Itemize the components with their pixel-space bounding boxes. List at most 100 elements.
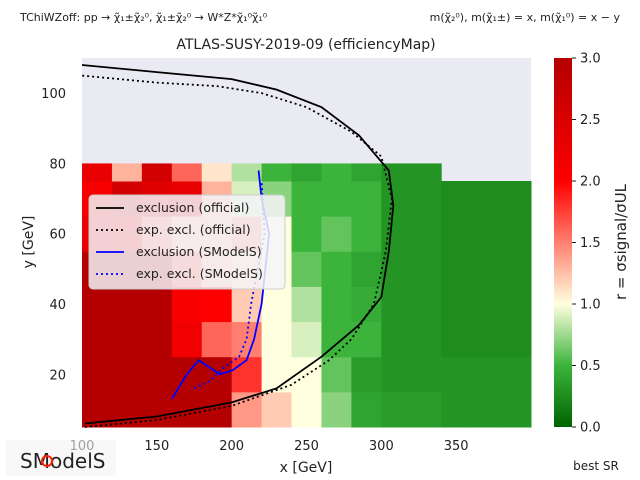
heatmap-cell: [351, 251, 382, 287]
heatmap-cell: [231, 163, 263, 182]
heatmap-cell: [411, 216, 442, 252]
contour-exp-excl-official: [81, 74, 393, 428]
x-tick-label: 150: [144, 439, 169, 454]
heatmap-cell: [231, 286, 263, 323]
heatmap-cell: [261, 391, 293, 428]
heatmap-cell: [111, 356, 143, 393]
heatmap-cell: [141, 286, 173, 323]
heatmap-cell: [141, 391, 173, 428]
y-tick-label: 80: [49, 157, 66, 172]
heatmap-cell: [261, 321, 293, 358]
heatmap-cell: [291, 216, 322, 252]
svg-text:exclusion (official): exclusion (official): [136, 200, 249, 215]
colorbar-tick-label: 2.5: [580, 113, 601, 128]
x-tick-label: 200: [219, 439, 244, 454]
heatmap-cell: [471, 181, 502, 217]
heatmap-cell: [321, 181, 352, 217]
heatmap-cell: [501, 391, 532, 428]
svg-text:exp. excl. (official): exp. excl. (official): [136, 222, 251, 237]
y-tick-label: 20: [49, 368, 66, 383]
heatmap-cell: [291, 286, 322, 323]
heatmap-cell: [441, 181, 472, 217]
footer-best-sr: best SR: [573, 459, 619, 473]
y-axis-ticks: 20 40 60 80 100: [41, 87, 66, 383]
colorbar-tick-label: 0.5: [580, 359, 601, 374]
heatmap-cell: [171, 321, 203, 358]
chart-title: ATLAS-SUSY-2019-09 (efficiencyMap): [176, 37, 435, 53]
heatmap-cell: [381, 286, 412, 323]
heatmap-cell: [471, 391, 502, 428]
heatmap-cell: [291, 181, 322, 217]
heatmap-cell: [141, 321, 173, 358]
heatmap-cell: [321, 356, 352, 393]
legend-box: [88, 194, 286, 290]
heatmap-cell: [82, 321, 113, 358]
heatmap-cell: [381, 356, 412, 393]
x-axis-label: x [GeV]: [280, 460, 333, 476]
legend-item-exclusion-smodels: exclusion (SModelS): [96, 244, 262, 259]
heatmap-cell: [82, 163, 113, 182]
legend-item-exp-excl-official: exp. excl. (official): [96, 222, 251, 237]
svg-text:exp. excl. (SModelS): exp. excl. (SModelS): [136, 266, 263, 281]
colorbar-tick-label: 0.0: [580, 421, 601, 436]
heatmap-cell: [351, 356, 382, 393]
heatmap-cell: [351, 391, 382, 428]
heatmap-cell: [351, 163, 382, 182]
heatmap-cell: [111, 286, 143, 323]
heatmap-cell: [171, 163, 203, 182]
heatmap-cell: [441, 321, 472, 358]
heatmap-cell: [321, 391, 352, 428]
heatmap-cell: [261, 356, 293, 393]
legend-item-exclusion-official: exclusion (official): [96, 200, 249, 215]
legend: exclusion (official) exp. excl. (officia…: [88, 194, 286, 290]
heatmap-cell: [82, 356, 113, 393]
heatmap-cell: [201, 321, 233, 358]
heatmap-cell: [441, 216, 472, 252]
heatmap-cell: [141, 163, 173, 182]
heatmap-cell: [441, 391, 472, 428]
heatmap-cell: [471, 321, 502, 358]
heatmap-cell: [111, 163, 143, 182]
heatmap-cell: [321, 163, 352, 182]
heatmap-cell: [82, 286, 113, 323]
heatmap-cell: [411, 181, 442, 217]
heatmap-cell: [441, 251, 472, 287]
y-axis-label: y [GeV]: [21, 216, 37, 269]
x-axis-ticks: 100150200250300350: [70, 439, 469, 454]
y-tick-label: 60: [49, 228, 66, 243]
heatmap-cell: [501, 286, 532, 323]
heatmap-cell: [201, 163, 233, 182]
heatmap-cell: [501, 356, 532, 393]
heatmap-cell: [171, 286, 203, 323]
heatmap-cell: [471, 251, 502, 287]
top-right-label: m(χ̃₂⁰), m(χ̃₁±) = x, m(χ̃₁⁰) = x − y: [430, 11, 621, 24]
heatmap-cell: [321, 286, 352, 323]
colorbar: [554, 58, 572, 427]
heatmap-cell: [291, 321, 322, 358]
heatmap-cell: [501, 181, 532, 217]
heatmap-cell: [501, 321, 532, 358]
x-tick-label: 350: [444, 439, 469, 454]
smodels-logo: SModelS: [6, 440, 116, 476]
heatmap-cell: [351, 216, 382, 252]
colorbar-tick-label: 1.5: [580, 236, 601, 251]
logo-mark-icon: [41, 455, 53, 467]
heatmap-cell: [261, 163, 293, 182]
heatmap-cell: [471, 356, 502, 393]
colorbar-label: r = σsignal/σUL: [612, 183, 630, 300]
heatmap-cell: [321, 216, 352, 252]
heatmap-cell: [411, 356, 442, 393]
heatmap-cell: [381, 391, 412, 428]
heatmap-cell: [411, 286, 442, 323]
heatmap-cell: [201, 391, 233, 428]
x-tick-label: 250: [294, 439, 319, 454]
heatmap-cell: [111, 321, 143, 358]
heatmap-cell: [351, 181, 382, 217]
x-tick-label: 300: [369, 439, 394, 454]
heatmap-cell: [111, 391, 143, 428]
heatmap-cell: [141, 356, 173, 393]
heatmap-cell: [471, 216, 502, 252]
heatmap-cell: [291, 391, 322, 428]
heatmap-cell: [411, 163, 442, 182]
